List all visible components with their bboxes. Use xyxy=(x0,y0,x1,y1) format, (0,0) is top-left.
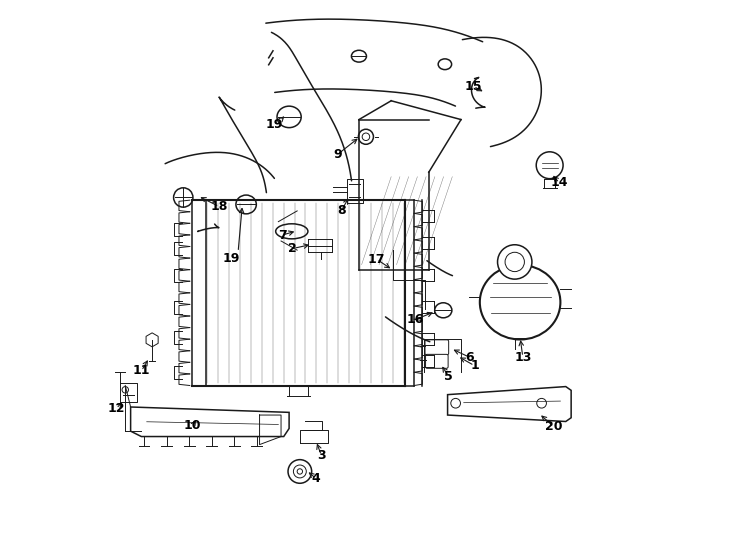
FancyBboxPatch shape xyxy=(425,340,448,355)
Ellipse shape xyxy=(435,303,452,318)
Text: 5: 5 xyxy=(444,370,453,383)
Text: 18: 18 xyxy=(211,200,228,213)
Text: 4: 4 xyxy=(312,472,320,485)
Text: 11: 11 xyxy=(133,364,150,377)
Text: 3: 3 xyxy=(317,449,326,462)
Ellipse shape xyxy=(480,265,560,340)
Circle shape xyxy=(288,460,312,483)
Text: 2: 2 xyxy=(288,242,297,255)
Text: 15: 15 xyxy=(465,80,482,93)
Polygon shape xyxy=(146,333,158,347)
Circle shape xyxy=(297,469,302,474)
Text: 6: 6 xyxy=(465,350,473,363)
Text: 17: 17 xyxy=(368,253,385,266)
Ellipse shape xyxy=(277,106,301,127)
Ellipse shape xyxy=(352,50,366,62)
Circle shape xyxy=(498,245,532,279)
Text: 19: 19 xyxy=(266,118,283,131)
Text: 14: 14 xyxy=(550,177,568,190)
Text: 7: 7 xyxy=(277,228,286,241)
Circle shape xyxy=(294,465,306,478)
Ellipse shape xyxy=(236,195,256,214)
Text: 16: 16 xyxy=(407,313,424,326)
Circle shape xyxy=(174,188,193,207)
Circle shape xyxy=(451,399,460,408)
FancyBboxPatch shape xyxy=(426,354,448,368)
Text: 1: 1 xyxy=(470,359,479,372)
Ellipse shape xyxy=(276,224,308,239)
Circle shape xyxy=(537,399,546,408)
Text: 12: 12 xyxy=(107,402,125,415)
Circle shape xyxy=(537,152,563,179)
Text: 9: 9 xyxy=(333,148,342,161)
Text: 8: 8 xyxy=(337,205,346,218)
Ellipse shape xyxy=(438,59,451,70)
Text: 19: 19 xyxy=(223,252,240,265)
Circle shape xyxy=(505,252,524,272)
Polygon shape xyxy=(131,407,289,436)
Circle shape xyxy=(358,129,374,144)
Text: 10: 10 xyxy=(184,419,201,433)
Circle shape xyxy=(122,387,128,393)
Text: 20: 20 xyxy=(545,420,563,434)
Circle shape xyxy=(362,133,370,140)
Polygon shape xyxy=(448,387,571,422)
Text: 13: 13 xyxy=(514,350,531,363)
